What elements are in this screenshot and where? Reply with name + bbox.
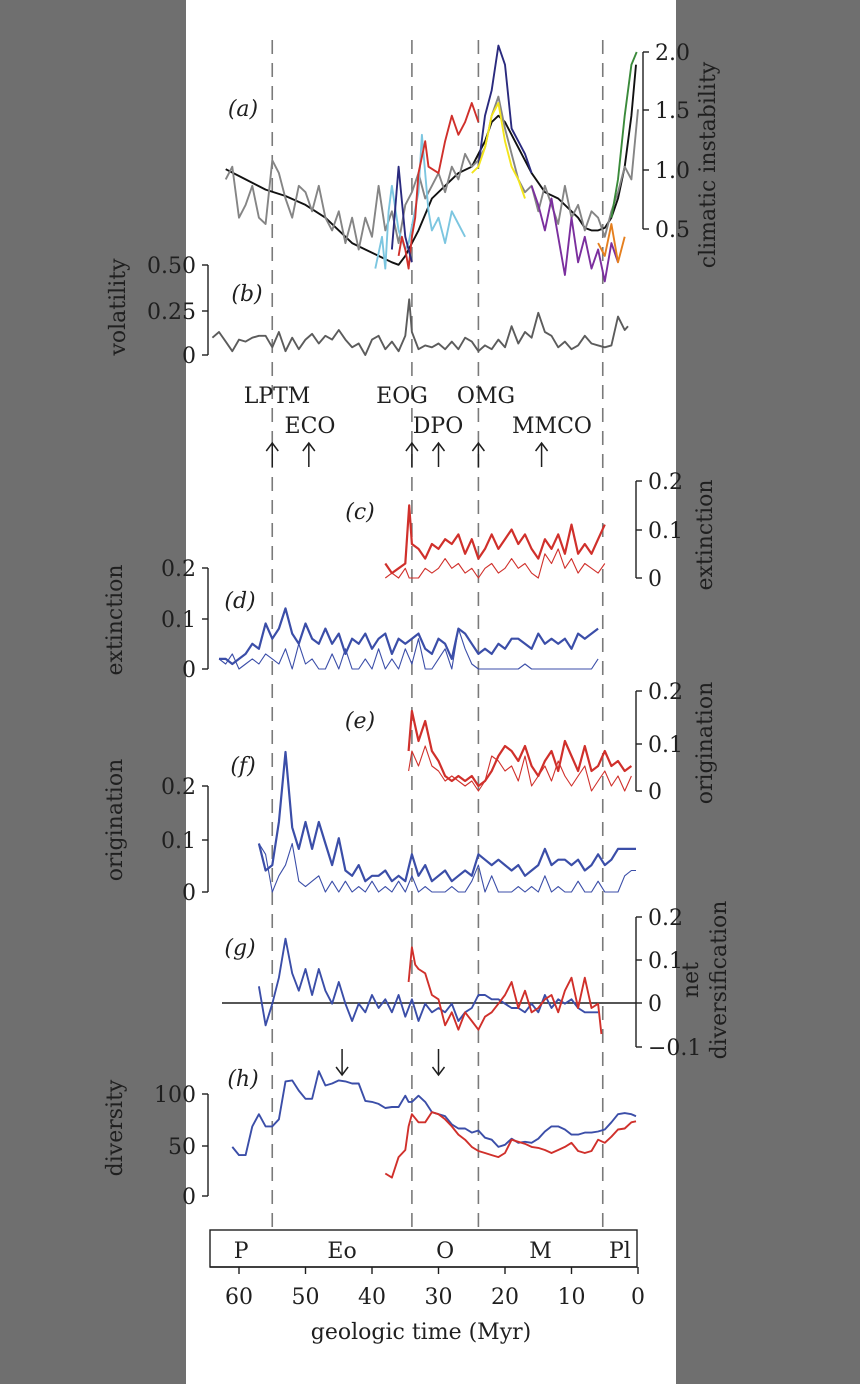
series-line-0-7 (530, 185, 619, 283)
epoch-boundary-lines (271, 40, 604, 1230)
axis-label: origination (103, 759, 128, 882)
series-line-4-1 (408, 745, 632, 792)
panel-label: (c) (345, 500, 375, 525)
tick-label: 1.5 (655, 99, 690, 124)
event-label: MMCO (512, 414, 592, 439)
axis-label: origination (693, 682, 718, 805)
axis-label: extinction (693, 479, 718, 590)
x-tick-label: 0 (631, 1285, 645, 1310)
tick-label: 0 (648, 992, 662, 1017)
panel-label: (g) (224, 936, 255, 961)
series-line-3-0 (219, 607, 599, 666)
event-arrowhead-0 (265, 441, 279, 452)
tick-label: 50 (168, 1135, 196, 1160)
panel-label: (b) (231, 282, 262, 307)
series-line-0-9 (610, 51, 638, 218)
series-line-0-4 (390, 165, 413, 263)
x-tick-label: 30 (425, 1285, 453, 1310)
x-axis-title: geologic time (Myr) (311, 1320, 531, 1345)
event-arrowhead-3 (431, 441, 446, 452)
event-arrowhead-2 (405, 441, 419, 452)
tick-label: 0.1 (161, 608, 196, 633)
period-label: Eo (327, 1239, 356, 1264)
period-label: O (436, 1239, 454, 1264)
axis-label-diversification: diversification (707, 901, 732, 1060)
tick-label: 0 (182, 658, 196, 683)
period-label: Pl (609, 1239, 631, 1264)
event-arrowhead-5 (534, 441, 549, 452)
series-line-6-1 (407, 946, 603, 1035)
tick-label: 0.25 (147, 300, 196, 325)
tick-label: 0.2 (648, 470, 683, 495)
tick-label: 0.2 (161, 775, 196, 800)
tick-label: 0 (648, 780, 662, 805)
diversity-marker-head-1 (431, 1066, 446, 1077)
series-line-0-5 (477, 44, 533, 174)
tick-label: 0 (182, 881, 196, 906)
x-tick-label: 50 (292, 1285, 320, 1310)
panel-label: (e) (345, 709, 375, 734)
event-label: EOG (376, 384, 428, 409)
series-line-0-3 (397, 102, 480, 270)
axis-label-net: net (679, 962, 704, 998)
series-line-2-1 (384, 548, 606, 579)
axis-label: diversity (103, 1079, 128, 1176)
tick-label: 0.2 (648, 906, 683, 931)
series-line-0-2 (374, 133, 466, 270)
axis-label: extinction (103, 564, 128, 675)
tick-label: 0.2 (648, 680, 683, 705)
tick-label: 100 (154, 1083, 196, 1108)
event-arrowhead-1 (302, 441, 316, 452)
axis-label: volatility (106, 258, 131, 357)
x-tick-label: 10 (558, 1285, 586, 1310)
tick-label: 0 (182, 344, 196, 369)
series-line-1-0 (211, 298, 629, 356)
series-line-5-0 (257, 750, 636, 883)
series-line-4-0 (407, 709, 633, 788)
tick-label: 0.50 (147, 254, 196, 279)
panel-label: (h) (227, 1067, 258, 1092)
series-line-3-1 (218, 628, 599, 670)
x-tick-label: 20 (491, 1285, 519, 1310)
series-line-7-1 (384, 1111, 637, 1179)
tick-label: −0.1 (648, 1036, 701, 1061)
event-label: OMG (457, 384, 515, 409)
tick-label: 2.0 (655, 41, 690, 66)
series-line-0-1 (224, 95, 639, 251)
panel-label: (a) (228, 97, 258, 122)
series-line-2-0 (384, 504, 606, 575)
period-label: P (234, 1239, 249, 1264)
tick-label: 0.2 (161, 557, 196, 582)
event-arrowhead-4 (471, 441, 485, 452)
series-line-0-6 (471, 102, 526, 199)
tick-label: 0.1 (648, 519, 683, 544)
axes-layer (202, 51, 649, 1274)
series-line-0-8 (597, 223, 626, 264)
axis-label: climatic instability (696, 61, 721, 268)
tick-label: 0 (182, 1185, 196, 1210)
series-line-5-1 (258, 842, 636, 893)
series-layer (211, 44, 639, 1179)
diversity-marker-head-0 (335, 1066, 349, 1077)
panel-label: (d) (224, 589, 255, 614)
x-tick-label: 40 (358, 1285, 386, 1310)
tick-label: 1.0 (655, 159, 690, 184)
event-label: LPTM (244, 384, 311, 409)
period-label: M (529, 1239, 552, 1264)
text-layer: 2.0 1.5 1.0 0.5 climatic instability (a) 0.50 0… (103, 41, 732, 1345)
event-label: ECO (285, 414, 336, 439)
tick-label: 0.1 (648, 949, 683, 974)
tick-label: 0 (648, 567, 662, 592)
tick-label: 0.1 (161, 829, 196, 854)
event-label: DPO (413, 414, 463, 439)
panel-label: (f) (230, 754, 255, 779)
x-tick-label: 60 (225, 1285, 253, 1310)
tick-label: 0.5 (655, 218, 690, 243)
tick-label: 0.1 (648, 733, 683, 758)
